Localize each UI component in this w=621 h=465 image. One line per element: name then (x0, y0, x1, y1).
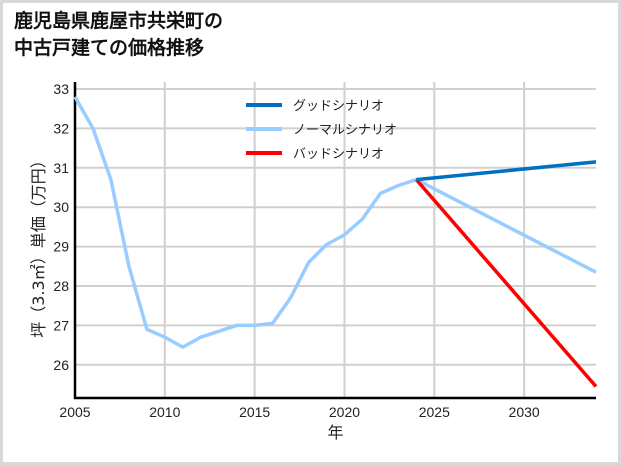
legend-swatch-0 (246, 103, 282, 107)
y-tick-label: 33 (53, 81, 69, 97)
title-line-2: 中古戸建ての価格推移 (14, 37, 205, 59)
series-line-2 (414, 178, 598, 388)
x-tick-label: 2005 (59, 404, 90, 420)
y-tick-label: 27 (53, 317, 69, 333)
x-tick-label: 2010 (149, 404, 180, 420)
legend-label-1: ノーマルシナリオ (293, 123, 397, 138)
x-tick-label: 2025 (419, 404, 450, 420)
x-tick-label: 2030 (509, 404, 540, 420)
y-tick-label: 29 (53, 239, 69, 255)
legend-swatch-1 (246, 127, 282, 131)
legend-swatch-2 (246, 151, 282, 155)
y-tick-label: 31 (53, 160, 69, 176)
chart-title: 鹿児島県鹿屋市共栄町の 中古戸建ての価格推移 (14, 8, 223, 62)
y-tick-label: 32 (53, 120, 69, 136)
x-tick-label: 2015 (239, 404, 270, 420)
series-line-1 (73, 96, 597, 349)
title-line-1: 鹿児島県鹿屋市共栄町の (14, 10, 224, 32)
legend-label-0: グッドシナリオ (293, 99, 384, 114)
y-tick-label: 30 (53, 199, 69, 215)
x-tick-label: 2020 (329, 404, 360, 420)
y-axis-label: 坪（3.3㎡）単価（万円） (29, 152, 48, 337)
y-tick-label: 28 (53, 278, 69, 294)
y-tick-label: 26 (53, 357, 69, 373)
legend-label-2: バッドシナリオ (293, 147, 384, 162)
x-axis-label: 年 (327, 423, 343, 442)
series-line-0 (416, 160, 597, 182)
